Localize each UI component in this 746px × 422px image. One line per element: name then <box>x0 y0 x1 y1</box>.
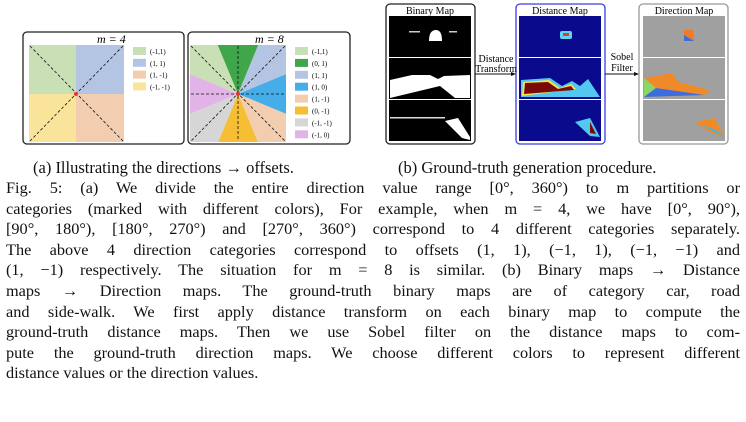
legend-swatch <box>133 70 146 79</box>
figure-panels: m = 4 (-1,1) (1, 1) (1, -1) (-1, -1) m = 8 … <box>22 3 729 145</box>
legend-label: (0, -1) <box>312 108 330 116</box>
caption-line: and side-walk. We first apply distance t… <box>6 301 740 321</box>
caption-line: categories (marked with different colors… <box>6 198 740 218</box>
legend-label: (1, -1) <box>312 96 330 104</box>
legend-label: (-1, -1) <box>150 83 170 91</box>
legend-swatch <box>295 82 308 91</box>
legend-swatch <box>133 47 146 55</box>
legend-swatch <box>133 82 146 91</box>
caption-b: (b) Ground-truth generation procedure. <box>398 158 657 177</box>
caption-line: maps → Direction maps. The ground-truth … <box>6 280 740 300</box>
distance-map-panel: Distance Map <box>515 3 606 145</box>
binary-map-title: Binary Map <box>406 6 454 17</box>
legend-label: (0, 1) <box>312 60 328 68</box>
panel-m4: m = 4 (-1,1) (1, 1) (1, -1) (-1, -1) <box>22 31 185 145</box>
caption-line: distance values or the direction values. <box>6 363 259 383</box>
distance-map-title: Distance Map <box>532 6 588 17</box>
legend-label: (-1, 0) <box>312 131 330 139</box>
legend-label: (1, 1) <box>150 60 166 68</box>
panel-m4-title: m = 4 <box>97 32 126 46</box>
legend-swatch <box>295 94 308 103</box>
direction-sector <box>217 45 259 94</box>
caption-line: The above 4 direction categories corresp… <box>6 239 740 259</box>
caption-line: ground-truth distance maps. Then we use … <box>6 322 740 342</box>
panel-m8: m = 8 (-1,1) (0, 1) (1, 1) (1, 0) (1, -1) (0,… <box>187 31 351 145</box>
legend-label: (1, 0) <box>312 84 328 92</box>
sobel-filter-arrow: Sobel Filter <box>605 52 639 76</box>
caption-a: (a) Illustrating the directions → offset… <box>33 158 294 177</box>
panel-m8-title: m = 8 <box>255 32 284 46</box>
legend-swatch <box>295 118 308 127</box>
caption-line: (1, −1) respectively. The situation for … <box>6 260 740 280</box>
distance-transform-label-1: Distance <box>479 54 515 65</box>
caption-line: pute the ground-truth direction maps. We… <box>6 342 740 362</box>
legend-label: (1, -1) <box>150 72 168 80</box>
legend-swatch <box>295 47 308 55</box>
direction-map-title: Direction Map <box>655 6 714 17</box>
legend-swatch <box>295 106 308 115</box>
caption-line: [90°, 180°), [180°, 270°) and [270°, 360… <box>6 219 740 239</box>
legend-label: (-1,1) <box>312 48 328 56</box>
legend-label: (-1,1) <box>150 48 166 56</box>
legend-swatch <box>295 130 308 139</box>
figure-caption-paragraph: Fig. 5: (a) We divide the entire directi… <box>6 178 740 384</box>
caption-line: Fig. 5: (a) We divide the entire directi… <box>6 178 740 197</box>
legend-swatch <box>295 58 308 67</box>
legend-label: (1, 1) <box>312 72 328 80</box>
sobel-filter-label-2: Filter <box>611 63 633 74</box>
legend-swatch <box>295 70 308 79</box>
distance-transform-label-2: Transform <box>475 64 517 75</box>
direction-map-panel: Direction Map <box>638 3 729 145</box>
legend-label: (-1, -1) <box>312 119 332 127</box>
legend-swatch <box>133 58 146 67</box>
binary-map-panel: Binary Map <box>385 3 476 145</box>
sobel-filter-label-1: Sobel <box>611 52 634 63</box>
distance-transform-arrow: Distance Transform <box>475 54 517 76</box>
